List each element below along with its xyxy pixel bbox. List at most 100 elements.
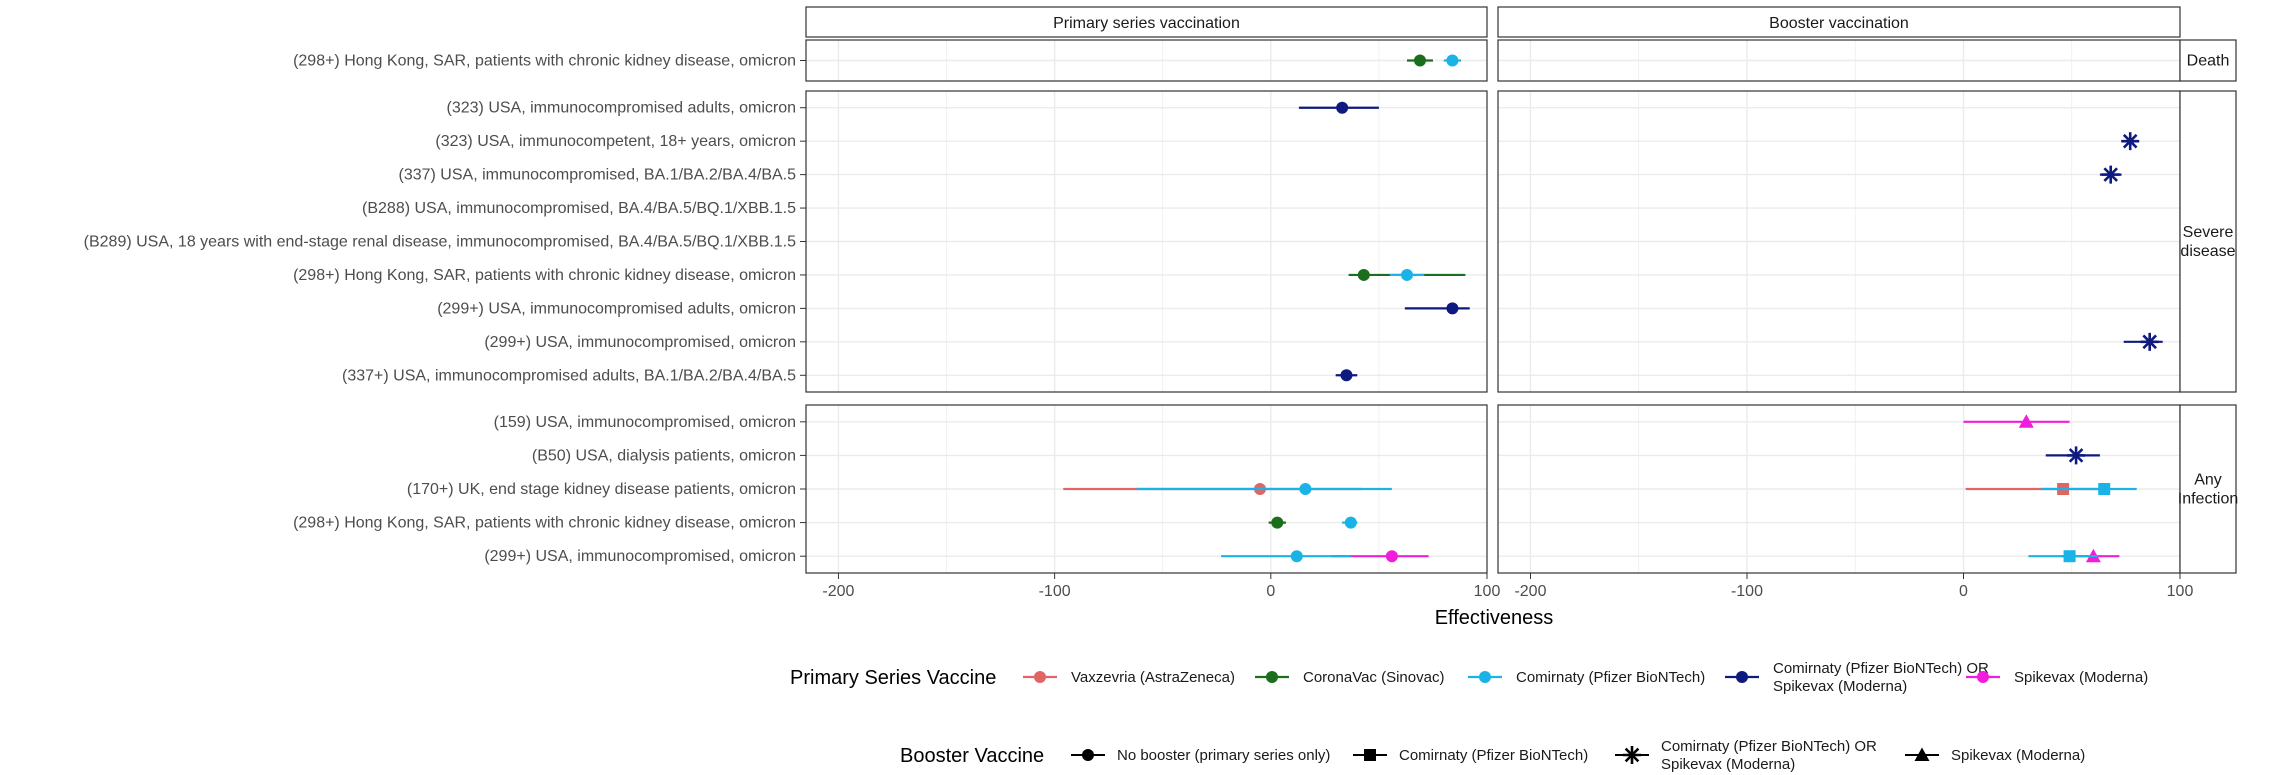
x-tick-label: -100 (1039, 583, 1071, 600)
study-label: (170+) UK, end stage kidney disease pati… (407, 481, 796, 498)
study-label: (B50) USA, dialysis patients, omicron (532, 447, 796, 464)
data-point (1268, 516, 1286, 529)
study-label: (298+) Hong Kong, SAR, patients with chr… (293, 267, 796, 284)
point-marker (1401, 268, 1414, 281)
x-axis-title: Effectiveness (1435, 607, 1554, 629)
data-point (1335, 369, 1358, 382)
data-point (1407, 54, 1433, 67)
point-marker (1336, 101, 1349, 114)
x-tick-label: -200 (822, 583, 854, 600)
point-marker (2101, 165, 2120, 184)
legend-shape-key (1623, 746, 1641, 764)
data-point (1342, 516, 1358, 529)
x-tick-label: 0 (1266, 583, 1275, 600)
point-marker (1385, 550, 1398, 563)
legend-primary-label: Comirnaty (Pfizer BioNTech) (1516, 669, 1705, 686)
study-label: (299+) USA, immunocompromised, omicron (484, 548, 796, 565)
data-point (1389, 268, 1425, 281)
data-point (2041, 483, 2137, 495)
legend-color-key (1977, 671, 1989, 683)
legend-booster-item: Comirnaty (Pfizer BioNTech) (1353, 747, 1588, 764)
study-label: (323) USA, immunocompetent, 18+ years, o… (435, 133, 796, 150)
data-point (1221, 550, 1351, 563)
study-label: (298+) Hong Kong, SAR, patients with chr… (293, 515, 796, 532)
point-marker (2098, 483, 2111, 495)
data-point (2099, 165, 2122, 184)
data-point (1443, 54, 1462, 67)
legend-primary-item: Spikevax (Moderna) (1966, 669, 2148, 686)
legend-booster-label: Spikevax (Moderna) (1951, 747, 2085, 764)
legend-primary-item: Vaxzevria (AstraZeneca) (1023, 669, 1235, 686)
data-point (1136, 483, 1392, 495)
row-strip (2179, 90, 2237, 393)
x-tick-label: -100 (1731, 583, 1763, 600)
x-axes: -200 -100 0 100 -200 -100 0 100 (822, 573, 2193, 600)
data-point (1404, 302, 1470, 315)
legend-primary-item: CoronaVac (Sinovac) (1255, 669, 1444, 686)
x-tick-label: 0 (1959, 583, 1968, 600)
row-strip-label: disease (2180, 243, 2235, 260)
legend-primary-label: Comirnaty (Pfizer BioNTech) OR (1773, 660, 1989, 677)
legend-shape-key (1082, 749, 1094, 761)
point-marker (2140, 332, 2159, 351)
legend-color-key (1034, 671, 1046, 683)
study-label: (298+) Hong Kong, SAR, patients with chr… (293, 53, 796, 70)
panels (806, 40, 2180, 573)
row-strip-label: Infection (2178, 491, 2238, 508)
point-marker (1340, 369, 1353, 382)
row-strip-label: Severe (2183, 224, 2234, 241)
x-tick-label: 100 (1474, 583, 1501, 600)
study-label: (323) USA, immunocompromised adults, omi… (447, 100, 796, 117)
row-strip-label: Death (2187, 53, 2230, 70)
legend-booster-label: No booster (primary series only) (1117, 747, 1330, 764)
data-point (2028, 550, 2098, 563)
row-strip (2179, 404, 2237, 574)
row-strip (2179, 39, 2237, 82)
legend-booster-label: Spikevax (Moderna) (1661, 756, 1795, 773)
study-label: (159) USA, immunocompromised, omicron (494, 414, 796, 431)
legend-booster-title: Booster Vaccine (900, 745, 1044, 767)
column-strip-label: Booster vaccination (1769, 15, 1909, 32)
marks (1063, 54, 2163, 563)
point-marker (1299, 483, 1312, 495)
data-point (1298, 101, 1379, 114)
legend-shape-key (1364, 749, 1376, 761)
x-tick-label: 100 (2167, 583, 2194, 600)
point-marker (2067, 446, 2086, 465)
data-point (2045, 446, 2100, 465)
legend-primary-label: Vaxzevria (AstraZeneca) (1071, 669, 1235, 686)
column-strip (805, 6, 1488, 38)
x-tick-label: -200 (1514, 583, 1546, 600)
legend-color-key (1266, 671, 1278, 683)
legend-color-key (1736, 671, 1748, 683)
data-point (2121, 132, 2140, 151)
study-labels: (298+) Hong Kong, SAR, patients with chr… (84, 53, 806, 565)
point-marker (2018, 414, 2034, 428)
study-label: (337+) USA, immunocompromised adults, BA… (342, 367, 796, 384)
study-label: (299+) USA, immunocompromised adults, om… (437, 300, 796, 317)
study-label: (299+) USA, immunocompromised, omicron (484, 334, 796, 351)
column-strip-label: Primary series vaccination (1053, 15, 1240, 32)
study-label: (337) USA, immunocompromised, BA.1/BA.2/… (399, 167, 797, 184)
point-marker (2121, 132, 2140, 151)
data-point (2123, 332, 2163, 351)
point-marker (1446, 54, 1459, 67)
legend-primary-item: Comirnaty (Pfizer BioNTech) (1468, 669, 1705, 686)
legend-booster-label: Comirnaty (Pfizer BioNTech) OR (1661, 738, 1877, 755)
point-marker (1357, 268, 1370, 281)
point-marker (1271, 516, 1284, 529)
legend-primary-label: CoronaVac (Sinovac) (1303, 669, 1444, 686)
legend-primary-label: Spikevax (Moderna) (1773, 678, 1907, 695)
column-strip (1497, 6, 2181, 38)
legend-primary-title: Primary Series Vaccine (790, 667, 996, 689)
legend-booster-item: No booster (primary series only) (1071, 747, 1330, 764)
point-marker (1344, 516, 1357, 529)
legend: Primary Series Vaccine Vaxzevria (AstraZe… (790, 660, 2148, 773)
legend-booster-item: Spikevax (Moderna) (1905, 747, 2085, 764)
legend-shape-key (1914, 747, 1930, 761)
point-marker (2063, 550, 2076, 563)
point-marker (1290, 550, 1303, 563)
